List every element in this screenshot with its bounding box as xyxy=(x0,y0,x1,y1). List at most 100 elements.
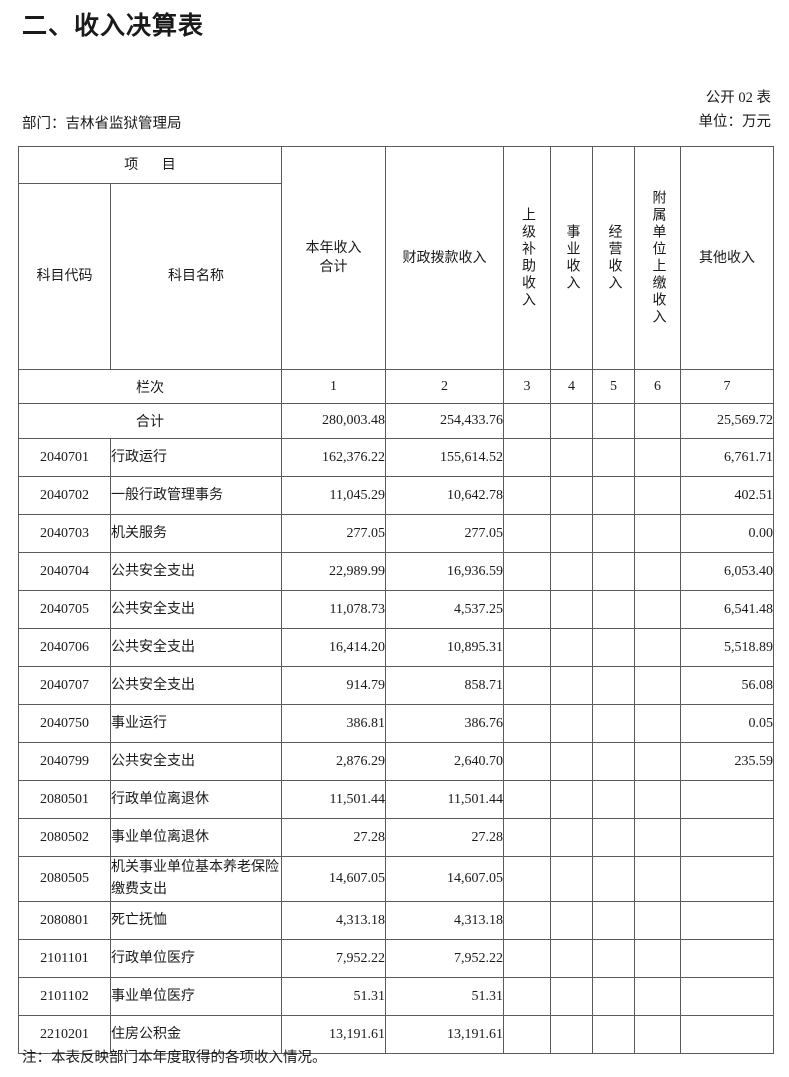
total-col1: 280,003.48 xyxy=(281,403,386,439)
row-name: 一般行政管理事务 xyxy=(110,476,282,515)
row-value-1: 13,191.61 xyxy=(281,1015,386,1054)
header-col6-wrap: 附属单位上缴收入 xyxy=(635,190,680,326)
header-col6: 附属单位上缴收入 xyxy=(634,146,681,370)
table-row: 2101101 行政单位医疗 7,952.22 7,952.22 xyxy=(18,939,774,978)
row-value-2: 155,614.52 xyxy=(385,438,504,477)
row-value-7: 0.00 xyxy=(680,514,774,553)
row-value-6 xyxy=(634,780,681,819)
row-code: 2040704 xyxy=(18,552,111,591)
row-value-5 xyxy=(592,977,635,1016)
row-value-7 xyxy=(680,939,774,978)
income-final-accounts-table: 项 目 本年收入 合计 财政拨款收入 上级补助收入 事业收入 经营收入 附属单 xyxy=(18,146,774,1054)
row-value-2: 16,936.59 xyxy=(385,552,504,591)
form-code: 公开 02 表 xyxy=(705,90,771,106)
row-value-6 xyxy=(634,666,681,705)
table-row: 2080801 死亡抚恤 4,313.18 4,313.18 xyxy=(18,901,774,940)
table-body: 项 目 本年收入 合计 财政拨款收入 上级补助收入 事业收入 经营收入 附属单 xyxy=(18,146,774,1054)
header-col7: 其他收入 xyxy=(680,146,774,370)
row-value-3 xyxy=(503,939,551,978)
row-value-1: 11,078.73 xyxy=(281,590,386,629)
row-value-2: 13,191.61 xyxy=(385,1015,504,1054)
row-value-5 xyxy=(592,514,635,553)
row-code: 2080502 xyxy=(18,818,111,857)
row-value-6 xyxy=(634,628,681,667)
row-value-1: 22,989.99 xyxy=(281,552,386,591)
row-value-6 xyxy=(634,438,681,477)
row-value-3 xyxy=(503,438,551,477)
row-value-4 xyxy=(550,856,593,902)
column-index-label: 栏次 xyxy=(18,369,282,404)
column-index-6: 6 xyxy=(634,369,681,404)
table-row: 2040750 事业运行 386.81 386.76 0.05 xyxy=(18,704,774,743)
row-value-4 xyxy=(550,780,593,819)
row-name: 机关事业单位基本养老保险缴费支出 xyxy=(110,856,282,902)
row-code: 2101101 xyxy=(18,939,111,978)
row-value-5 xyxy=(592,552,635,591)
total-col7: 25,569.72 xyxy=(680,403,774,439)
header-col4: 事业收入 xyxy=(550,146,593,370)
column-index-5: 5 xyxy=(592,369,635,404)
form-meta: 公开 02 表 单位：万元 xyxy=(699,86,772,134)
row-value-4 xyxy=(550,476,593,515)
row-value-5 xyxy=(592,818,635,857)
row-code: 2080501 xyxy=(18,780,111,819)
row-value-4 xyxy=(550,438,593,477)
row-code: 2040703 xyxy=(18,514,111,553)
row-value-3 xyxy=(503,901,551,940)
table-row: 2040704 公共安全支出 22,989.99 16,936.59 6,053.40 xyxy=(18,552,774,591)
header-col2: 财政拨款收入 xyxy=(385,146,504,370)
row-value-4 xyxy=(550,666,593,705)
row-value-2: 11,501.44 xyxy=(385,780,504,819)
row-code: 2080801 xyxy=(18,901,111,940)
row-value-3 xyxy=(503,628,551,667)
row-value-5 xyxy=(592,438,635,477)
row-name: 公共安全支出 xyxy=(110,552,282,591)
header-col6-label: 附属单位上缴收入 xyxy=(650,190,666,326)
row-name: 公共安全支出 xyxy=(110,742,282,781)
row-code: 2040750 xyxy=(18,704,111,743)
row-value-2: 7,952.22 xyxy=(385,939,504,978)
row-value-2: 4,313.18 xyxy=(385,901,504,940)
row-value-5 xyxy=(592,590,635,629)
department-label: 部门：吉林省监狱管理局 xyxy=(22,116,182,132)
header-project-label: 项 目 xyxy=(124,157,186,173)
header-col5-wrap: 经营收入 xyxy=(593,224,634,292)
row-value-2: 14,607.05 xyxy=(385,856,504,902)
row-name: 行政单位医疗 xyxy=(110,939,282,978)
row-name: 住房公积金 xyxy=(110,1015,282,1054)
row-value-5 xyxy=(592,666,635,705)
row-value-4 xyxy=(550,818,593,857)
row-name: 死亡抚恤 xyxy=(110,901,282,940)
row-value-2: 27.28 xyxy=(385,818,504,857)
row-value-1: 4,313.18 xyxy=(281,901,386,940)
row-value-7 xyxy=(680,977,774,1016)
row-value-3 xyxy=(503,666,551,705)
table-row: 2040799 公共安全支出 2,876.29 2,640.70 235.59 xyxy=(18,742,774,781)
row-value-7 xyxy=(680,856,774,902)
row-value-7 xyxy=(680,818,774,857)
row-value-3 xyxy=(503,977,551,1016)
row-code: 2040701 xyxy=(18,438,111,477)
row-value-6 xyxy=(634,552,681,591)
table-row: 2040701 行政运行 162,376.22 155,614.52 6,761.71 xyxy=(18,438,774,477)
header-col1-line2: 合计 xyxy=(319,260,348,275)
row-value-3 xyxy=(503,818,551,857)
table-row: 2040703 机关服务 277.05 277.05 0.00 xyxy=(18,514,774,553)
row-value-5 xyxy=(592,476,635,515)
row-value-6 xyxy=(634,514,681,553)
row-value-5 xyxy=(592,780,635,819)
row-name: 事业运行 xyxy=(110,704,282,743)
row-value-6 xyxy=(634,901,681,940)
row-value-7: 56.08 xyxy=(680,666,774,705)
table-row: 2101102 事业单位医疗 51.31 51.31 xyxy=(18,977,774,1016)
row-value-6 xyxy=(634,1015,681,1054)
row-value-1: 386.81 xyxy=(281,704,386,743)
header-row-sub: 科目代码 科目名称 xyxy=(18,183,774,370)
row-value-7: 6,761.71 xyxy=(680,438,774,477)
row-value-6 xyxy=(634,476,681,515)
row-value-3 xyxy=(503,704,551,743)
row-value-4 xyxy=(550,742,593,781)
total-col2: 254,433.76 xyxy=(385,403,504,439)
row-code: 2040705 xyxy=(18,590,111,629)
